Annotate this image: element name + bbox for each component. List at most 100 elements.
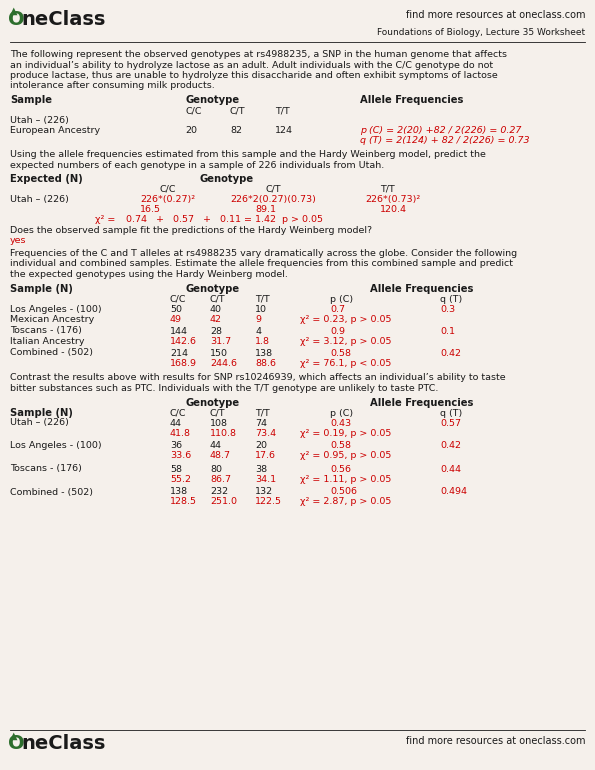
Text: 120.4: 120.4 xyxy=(380,205,407,214)
Text: 132: 132 xyxy=(255,487,273,497)
Text: Allele Frequencies: Allele Frequencies xyxy=(370,397,474,407)
Text: χ² =: χ² = xyxy=(95,215,115,224)
Text: 0.1: 0.1 xyxy=(440,326,455,336)
Text: 9: 9 xyxy=(255,314,261,323)
Text: 28: 28 xyxy=(210,326,222,336)
Text: 1.8: 1.8 xyxy=(255,336,270,346)
Text: Expected (N): Expected (N) xyxy=(10,174,83,184)
Text: 58: 58 xyxy=(170,464,182,474)
Text: 38: 38 xyxy=(255,464,267,474)
Text: χ² = 0.19, p > 0.05: χ² = 0.19, p > 0.05 xyxy=(300,428,392,437)
Text: Italian Ancestry: Italian Ancestry xyxy=(10,336,84,346)
Text: 44: 44 xyxy=(170,419,182,427)
Text: O: O xyxy=(8,734,24,753)
Text: expected numbers of each genotype in a sample of 226 individuals from Utah.: expected numbers of each genotype in a s… xyxy=(10,160,384,169)
Text: European Ancestry: European Ancestry xyxy=(10,126,100,135)
Text: Frequencies of the C and T alleles at rs4988235 vary dramatically across the glo: Frequencies of the C and T alleles at rs… xyxy=(10,249,517,258)
Text: 0.7: 0.7 xyxy=(330,304,345,313)
Text: 0.74   +   0.57   +   0.11 = 1.42  p > 0.05: 0.74 + 0.57 + 0.11 = 1.42 p > 0.05 xyxy=(126,215,323,224)
Text: 0.9: 0.9 xyxy=(330,326,345,336)
Text: 20: 20 xyxy=(255,441,267,450)
Text: χ² = 0.95, p > 0.05: χ² = 0.95, p > 0.05 xyxy=(300,451,392,460)
Text: p (C): p (C) xyxy=(330,409,353,417)
Text: 33.6: 33.6 xyxy=(170,451,191,460)
Text: 89.1: 89.1 xyxy=(255,205,276,214)
Text: 44: 44 xyxy=(210,441,222,450)
Text: neClass: neClass xyxy=(21,734,105,753)
Text: C/T: C/T xyxy=(210,409,226,417)
Text: Does the observed sample fit the predictions of the Hardy Weinberg model?: Does the observed sample fit the predict… xyxy=(10,226,372,235)
Text: C/C: C/C xyxy=(170,294,186,303)
Text: 0.42: 0.42 xyxy=(440,349,461,357)
Text: 251.0: 251.0 xyxy=(210,497,237,507)
Text: 128.5: 128.5 xyxy=(170,497,197,507)
Text: C/T: C/T xyxy=(210,294,226,303)
Text: Sample (N): Sample (N) xyxy=(10,283,73,293)
Text: 50: 50 xyxy=(170,304,182,313)
Text: 40: 40 xyxy=(210,304,222,313)
Text: Toscans - (176): Toscans - (176) xyxy=(10,464,82,474)
Text: Genotype: Genotype xyxy=(185,95,239,105)
Text: Sample (N): Sample (N) xyxy=(10,409,73,419)
Text: Los Angeles - (100): Los Angeles - (100) xyxy=(10,441,102,450)
Text: T/T: T/T xyxy=(255,409,270,417)
Text: Foundations of Biology, Lecture 35 Worksheet: Foundations of Biology, Lecture 35 Works… xyxy=(377,28,585,37)
Text: χ² = 1.11, p > 0.05: χ² = 1.11, p > 0.05 xyxy=(300,474,392,484)
Text: Toscans - (176): Toscans - (176) xyxy=(10,326,82,336)
Text: Combined - (502): Combined - (502) xyxy=(10,487,93,497)
Text: q (T): q (T) xyxy=(440,294,462,303)
Text: 150: 150 xyxy=(210,349,228,357)
Text: Utah – (226): Utah – (226) xyxy=(10,419,69,427)
Text: 42: 42 xyxy=(210,314,222,323)
Text: 20: 20 xyxy=(185,126,197,135)
Text: bitter substances such as PTC. Individuals with the T/T genotype are unlikely to: bitter substances such as PTC. Individua… xyxy=(10,384,439,393)
Text: Combined - (502): Combined - (502) xyxy=(10,349,93,357)
Text: 31.7: 31.7 xyxy=(210,336,231,346)
Text: T/T: T/T xyxy=(275,106,290,115)
Text: 0.58: 0.58 xyxy=(330,441,351,450)
Text: 0.506: 0.506 xyxy=(330,487,357,497)
Text: 49: 49 xyxy=(170,314,182,323)
Text: 144: 144 xyxy=(170,326,188,336)
Text: 142.6: 142.6 xyxy=(170,336,197,346)
Text: 74: 74 xyxy=(255,419,267,427)
Text: 0.58: 0.58 xyxy=(330,349,351,357)
Text: C/C: C/C xyxy=(170,409,186,417)
Text: neClass: neClass xyxy=(21,10,105,29)
Text: ▲: ▲ xyxy=(10,731,17,741)
Text: 82: 82 xyxy=(230,126,242,135)
Text: Allele Frequencies: Allele Frequencies xyxy=(360,95,464,105)
Text: 0.3: 0.3 xyxy=(440,304,455,313)
Text: q (T): q (T) xyxy=(440,409,462,417)
Text: 0.57: 0.57 xyxy=(440,419,461,427)
Text: 4: 4 xyxy=(255,326,261,336)
Text: Mexican Ancestry: Mexican Ancestry xyxy=(10,314,94,323)
Text: 0.44: 0.44 xyxy=(440,464,461,474)
Text: 226*2(0.27)(0.73): 226*2(0.27)(0.73) xyxy=(230,195,316,204)
Text: Genotype: Genotype xyxy=(200,174,254,184)
Text: 232: 232 xyxy=(210,487,228,497)
Text: C/C: C/C xyxy=(185,106,202,115)
Text: 168.9: 168.9 xyxy=(170,359,197,367)
Text: C/T: C/T xyxy=(265,185,281,194)
Text: χ² = 2.87, p > 0.05: χ² = 2.87, p > 0.05 xyxy=(300,497,392,507)
Text: χ² = 0.23, p > 0.05: χ² = 0.23, p > 0.05 xyxy=(300,314,392,323)
Text: Allele Frequencies: Allele Frequencies xyxy=(370,283,474,293)
Text: yes: yes xyxy=(10,236,27,245)
Text: 55.2: 55.2 xyxy=(170,474,191,484)
Text: an individual’s ability to hydrolyze lactose as an adult. Adult individuals with: an individual’s ability to hydrolyze lac… xyxy=(10,61,493,69)
Text: The following represent the observed genotypes at rs4988235, a SNP in the human : The following represent the observed gen… xyxy=(10,50,507,59)
Text: 0.43: 0.43 xyxy=(330,419,351,427)
Text: 122.5: 122.5 xyxy=(255,497,282,507)
Text: find more resources at oneclass.com: find more resources at oneclass.com xyxy=(406,10,585,20)
Text: 124: 124 xyxy=(275,126,293,135)
Text: χ² = 3.12, p > 0.05: χ² = 3.12, p > 0.05 xyxy=(300,336,392,346)
Text: Utah – (226): Utah – (226) xyxy=(10,195,69,204)
Text: 36: 36 xyxy=(170,441,182,450)
Text: Contrast the results above with results for SNP rs10246939, which affects an ind: Contrast the results above with results … xyxy=(10,373,506,383)
Text: 16.5: 16.5 xyxy=(140,205,161,214)
Text: Sample: Sample xyxy=(10,95,52,105)
Text: 73.4: 73.4 xyxy=(255,428,276,437)
Text: p (C) = 2(20) +82 / 2(226) = 0.27: p (C) = 2(20) +82 / 2(226) = 0.27 xyxy=(360,126,521,135)
Text: individual and combined samples. Estimate the allele frequencies from this combi: individual and combined samples. Estimat… xyxy=(10,259,513,269)
